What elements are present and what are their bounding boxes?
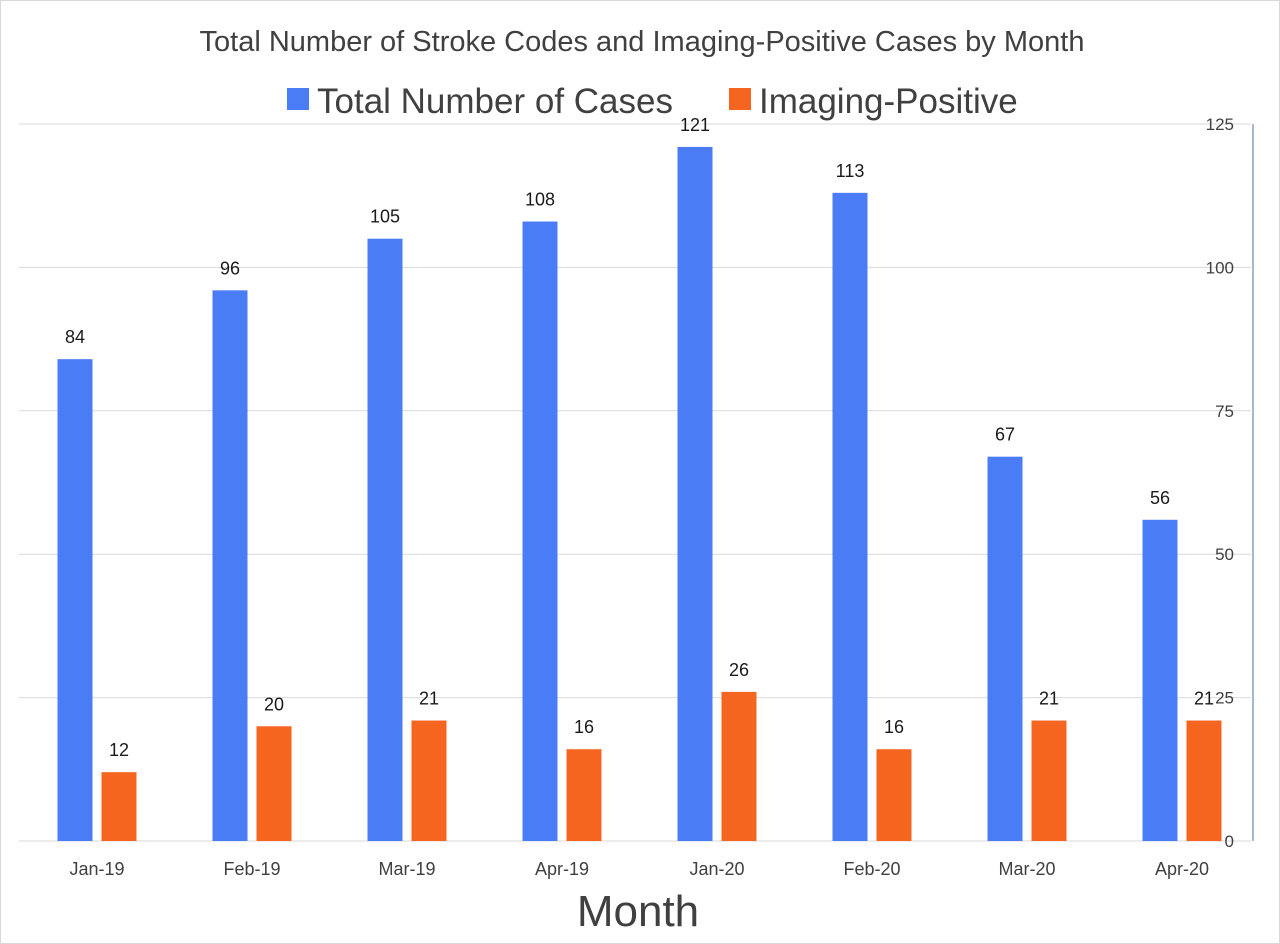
data-label: 20 [264, 694, 284, 714]
data-label: 16 [574, 717, 594, 737]
bar-imaging-positive [566, 749, 602, 841]
legend-label-total-cases: Total Number of Cases [317, 82, 673, 121]
bar-total-cases [367, 238, 403, 842]
data-label: 21 [419, 689, 439, 709]
bars: 84 12 96 20 105 21 108 16 121 26 113 16 67 21 56 21 [57, 115, 1222, 842]
y-tick-label: 125 [1206, 115, 1234, 134]
legend-label-imaging-positive: Imaging-Positive [759, 82, 1018, 121]
bar-total-cases [57, 359, 93, 841]
bar-total-cases [987, 456, 1023, 841]
y-tick-label: 0 [1225, 832, 1234, 851]
data-label: 21 [1194, 689, 1214, 709]
bar-imaging-positive [721, 691, 757, 841]
x-category-label: Jan-19 [69, 859, 124, 879]
data-label: 56 [1150, 488, 1170, 508]
bar-total-cases [212, 290, 248, 841]
bar-total-cases [832, 192, 868, 841]
bar-imaging-positive [411, 720, 447, 841]
y-tick-label: 25 [1215, 689, 1234, 708]
chart-title: Total Number of Stroke Codes and Imaging… [200, 26, 1085, 58]
data-label: 121 [680, 115, 710, 135]
y-tick-label: 75 [1215, 402, 1234, 421]
data-label: 108 [525, 190, 555, 210]
x-category-label: Feb-20 [843, 859, 900, 879]
data-label: 113 [836, 161, 865, 181]
data-label: 26 [729, 660, 749, 680]
data-label: 84 [65, 327, 85, 347]
data-label: 12 [109, 740, 129, 760]
y-axis-ticks: 0 25 50 75 100 125 [1206, 115, 1254, 851]
bar-imaging-positive [1031, 720, 1067, 841]
y-tick-label: 100 [1206, 258, 1234, 277]
data-label: 67 [995, 425, 1015, 445]
data-label: 21 [1039, 689, 1059, 709]
x-category-label: Mar-20 [998, 859, 1055, 879]
bar-total-cases [1142, 519, 1178, 841]
legend-swatch-total-cases [287, 88, 309, 110]
bar-total-cases [522, 221, 558, 842]
x-category-label: Feb-19 [223, 859, 280, 879]
x-axis-label: Month [577, 887, 699, 936]
x-axis-categories: Jan-19 Feb-19 Mar-19 Apr-19 Jan-20 Feb-20 Mar-… [69, 859, 1209, 879]
x-category-label: Jan-20 [689, 859, 744, 879]
x-category-label: Mar-19 [378, 859, 435, 879]
data-label: 16 [884, 717, 904, 737]
bar-imaging-positive [256, 726, 292, 841]
bar-imaging-positive [1186, 720, 1222, 841]
data-label: 105 [370, 207, 400, 227]
bar-total-cases [677, 146, 713, 842]
y-tick-label: 50 [1215, 545, 1234, 564]
bar-imaging-positive [101, 772, 137, 841]
legend-swatch-imaging-positive [729, 88, 751, 110]
x-category-label: Apr-19 [535, 859, 589, 879]
bar-imaging-positive [876, 749, 912, 841]
legend: Total Number of Cases Imaging-Positive [287, 82, 1018, 121]
x-category-label: Apr-20 [1155, 859, 1209, 879]
data-label: 96 [220, 258, 240, 278]
